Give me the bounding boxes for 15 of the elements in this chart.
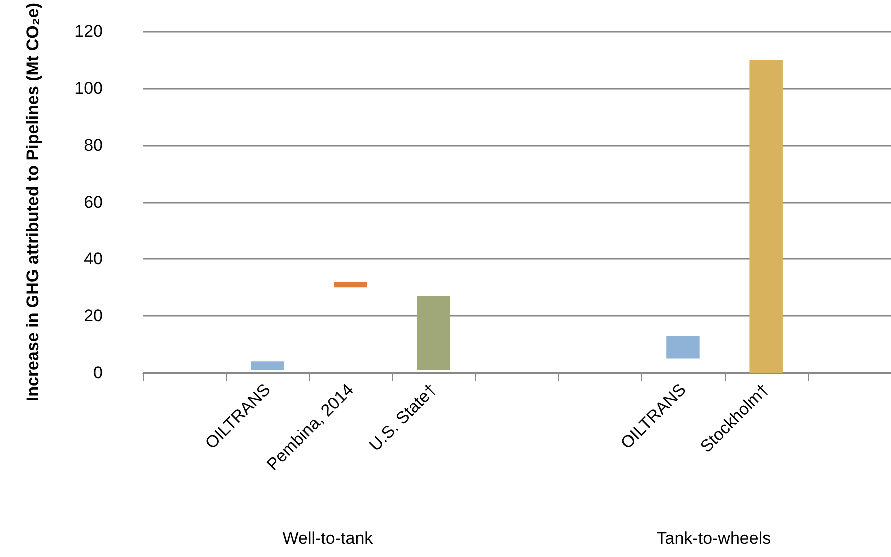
bar — [750, 60, 783, 373]
bar — [666, 336, 700, 359]
y-tick-label: 0 — [94, 364, 103, 382]
y-tick-label: 20 — [84, 306, 103, 326]
text: Well-to-tank — [282, 529, 374, 548]
bar — [251, 362, 284, 370]
y-tick-label: 120 — [74, 22, 103, 42]
bar — [417, 296, 451, 370]
bar — [334, 282, 368, 288]
y-tick-label: 80 — [84, 136, 103, 155]
y-axis-title: Increase in GHG attributed to Pipelines (Mt CO₂e) — [24, 2, 42, 402]
y-tick-label: 40 — [84, 250, 103, 269]
y-tick-label: 100 — [74, 79, 103, 98]
text: Tank-to-wheels — [656, 529, 772, 548]
y-tick-label: 60 — [84, 192, 103, 212]
